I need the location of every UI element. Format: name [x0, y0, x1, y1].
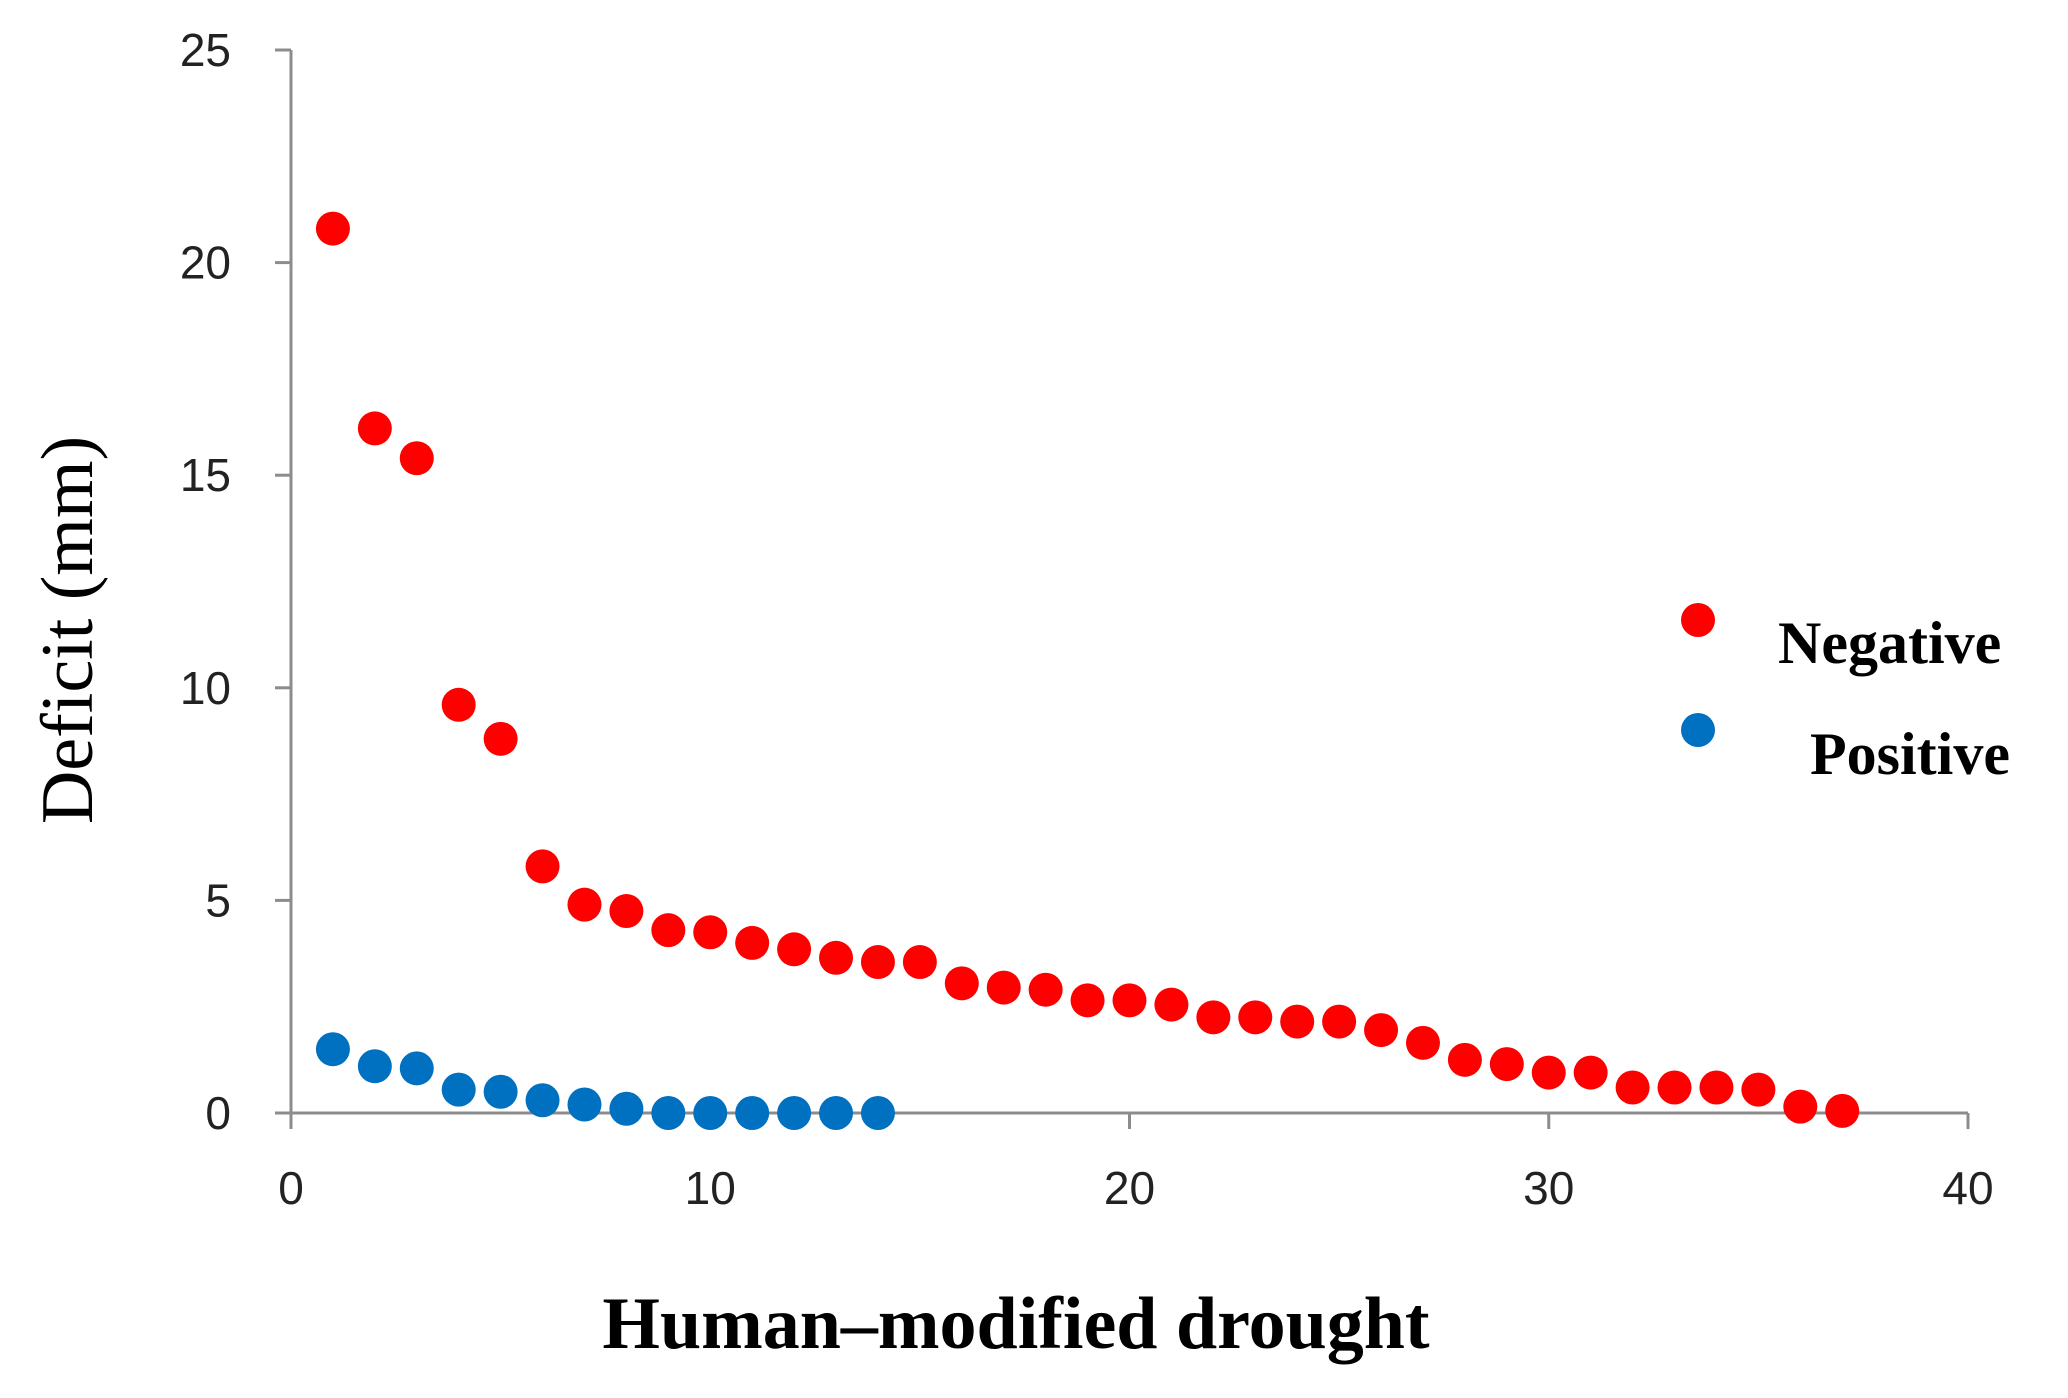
- point-negative: [1615, 1070, 1650, 1105]
- data-points: [315, 211, 1860, 1130]
- y-axis-ticks: 0 5 10 15 20 25: [180, 24, 291, 1139]
- point-negative: [441, 687, 476, 722]
- point-positive: [567, 1087, 602, 1122]
- point-positive: [777, 1096, 812, 1130]
- point-negative: [315, 211, 350, 246]
- series-positive: [315, 1032, 895, 1130]
- x-tick-label: 20: [1104, 1162, 1155, 1214]
- point-positive: [441, 1072, 476, 1107]
- point-negative: [1783, 1089, 1818, 1124]
- point-negative: [1405, 1025, 1440, 1060]
- point-negative: [1280, 1004, 1315, 1039]
- point-negative: [1447, 1042, 1482, 1077]
- point-negative: [1196, 1000, 1231, 1035]
- point-negative: [1364, 1013, 1399, 1048]
- point-positive: [693, 1096, 728, 1130]
- point-negative: [693, 915, 728, 950]
- point-positive: [483, 1074, 518, 1109]
- point-negative: [483, 721, 518, 756]
- y-axis-title: Deficit (mm): [27, 436, 109, 824]
- point-negative: [1238, 1000, 1273, 1035]
- series-negative: [315, 211, 1860, 1128]
- point-negative: [399, 441, 434, 476]
- legend-marker-negative: [1681, 603, 1715, 637]
- legend-label-positive: Positive: [1810, 721, 2010, 787]
- x-tick-label: 10: [685, 1162, 736, 1214]
- x-tick-label: 30: [1523, 1162, 1574, 1214]
- legend-marker-positive: [1681, 713, 1715, 747]
- point-negative: [1657, 1070, 1692, 1105]
- point-negative: [902, 945, 937, 980]
- point-negative: [1154, 987, 1189, 1022]
- point-negative: [777, 932, 812, 967]
- point-positive: [735, 1096, 770, 1130]
- point-positive: [357, 1049, 392, 1084]
- point-negative: [357, 411, 392, 446]
- point-positive: [609, 1091, 644, 1126]
- x-tick-label: 40: [1942, 1162, 1993, 1214]
- point-negative: [567, 887, 602, 922]
- point-positive: [399, 1051, 434, 1086]
- y-tick-label: 25: [180, 24, 231, 76]
- point-negative: [1741, 1072, 1776, 1107]
- point-negative: [1322, 1004, 1357, 1039]
- point-negative: [1699, 1070, 1734, 1105]
- point-negative: [860, 945, 895, 980]
- point-negative: [944, 966, 979, 1001]
- point-negative: [819, 940, 854, 975]
- point-negative: [609, 894, 644, 929]
- y-tick-label: 10: [180, 662, 231, 714]
- x-axis-ticks: 0 10 20 30 40: [278, 1113, 1994, 1214]
- y-tick-label: 0: [205, 1087, 231, 1139]
- y-tick-label: 5: [205, 874, 231, 926]
- point-positive: [315, 1032, 350, 1067]
- point-positive: [651, 1096, 686, 1130]
- x-axis-title: Human–modified drought: [602, 1283, 1430, 1365]
- point-negative: [651, 913, 686, 948]
- point-negative: [1028, 972, 1063, 1007]
- legend: Negative Positive: [1681, 603, 2010, 787]
- point-negative: [525, 849, 560, 884]
- y-tick-label: 20: [180, 237, 231, 289]
- point-negative: [1489, 1047, 1524, 1082]
- point-negative: [1070, 983, 1105, 1018]
- point-positive: [525, 1083, 560, 1118]
- point-negative: [986, 970, 1021, 1005]
- point-positive: [819, 1096, 854, 1130]
- point-negative: [735, 925, 770, 960]
- point-negative: [1573, 1055, 1608, 1090]
- point-negative: [1112, 983, 1147, 1018]
- x-tick-label: 0: [278, 1162, 304, 1214]
- point-negative: [1825, 1093, 1860, 1128]
- y-tick-label: 15: [180, 449, 231, 501]
- point-positive: [860, 1096, 895, 1130]
- point-negative: [1531, 1055, 1566, 1090]
- legend-label-negative: Negative: [1778, 610, 2001, 676]
- axes: [289, 50, 1968, 1115]
